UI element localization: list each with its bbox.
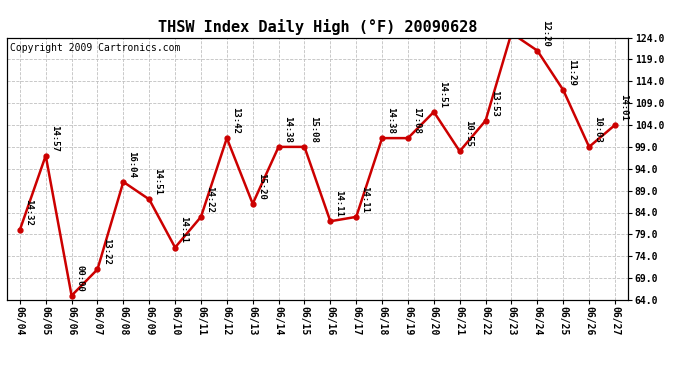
Text: Copyright 2009 Cartronics.com: Copyright 2009 Cartronics.com (10, 43, 180, 53)
Text: 15:20: 15:20 (257, 173, 266, 200)
Text: 13:51: 13:51 (0, 374, 1, 375)
Text: 14:22: 14:22 (205, 186, 214, 213)
Text: 14:01: 14:01 (619, 94, 628, 121)
Text: 17:08: 17:08 (412, 107, 421, 134)
Text: 11:29: 11:29 (567, 59, 576, 86)
Text: 00:00: 00:00 (76, 265, 85, 291)
Text: 13:22: 13:22 (101, 238, 110, 265)
Text: 10:03: 10:03 (593, 116, 602, 143)
Text: 14:38: 14:38 (386, 107, 395, 134)
Text: 14:51: 14:51 (153, 168, 162, 195)
Text: 14:38: 14:38 (283, 116, 292, 143)
Text: 10:55: 10:55 (464, 120, 473, 147)
Text: 14:11: 14:11 (335, 190, 344, 217)
Text: 14:11: 14:11 (360, 186, 369, 213)
Text: 14:32: 14:32 (24, 199, 33, 226)
Text: 16:04: 16:04 (128, 151, 137, 178)
Text: 13:42: 13:42 (231, 107, 240, 134)
Text: 13:53: 13:53 (490, 90, 499, 117)
Text: 12:20: 12:20 (542, 20, 551, 46)
Title: THSW Index Daily High (°F) 20090628: THSW Index Daily High (°F) 20090628 (158, 19, 477, 35)
Text: 15:08: 15:08 (308, 116, 317, 143)
Text: 14:51: 14:51 (438, 81, 447, 108)
Text: 14:11: 14:11 (179, 216, 188, 243)
Text: 14:57: 14:57 (50, 124, 59, 152)
